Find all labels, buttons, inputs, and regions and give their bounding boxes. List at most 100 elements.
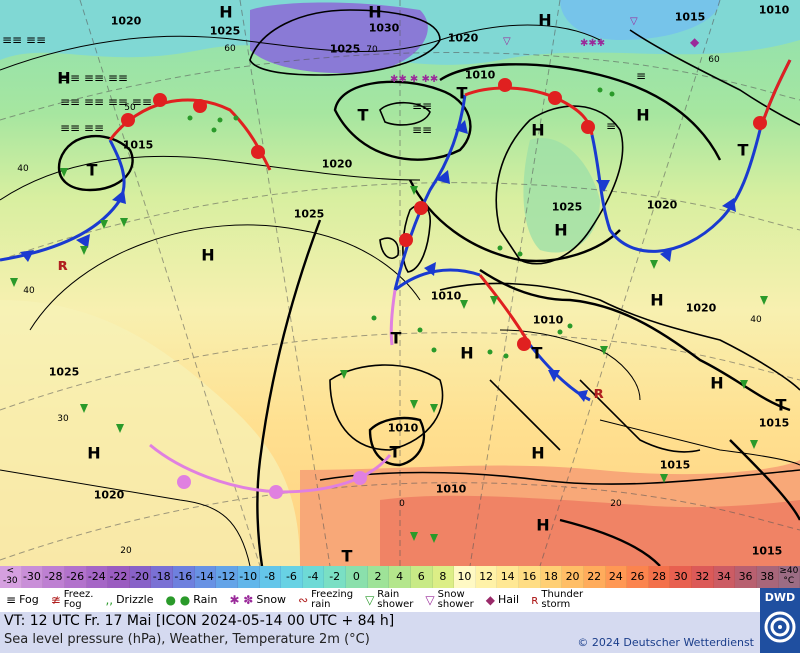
cold-front-mark xyxy=(112,190,126,204)
temperature-contour-label: 70 xyxy=(366,45,378,55)
temperature-contour-label: 60 xyxy=(224,44,236,54)
legend-item-freezing-rain: ∾ Freezing rain xyxy=(298,590,353,610)
isobar-label: 1030 xyxy=(369,22,400,35)
scale-cell: 34 xyxy=(713,566,736,588)
rain-shower-symbol xyxy=(650,260,658,269)
occluded-front-mark xyxy=(269,485,283,499)
isobar-label: 1025 xyxy=(294,208,325,221)
high-pressure-marker: H xyxy=(554,221,567,240)
scale-cell: 4 xyxy=(389,566,411,588)
isobar-label: 1015 xyxy=(660,459,691,472)
fog-symbol: ≡ xyxy=(606,119,616,133)
valid-time-label: VT: 12 UTC Fr. 17 Mai [ICON 2024-05-14 0… xyxy=(4,613,395,629)
occluded-front-biscay xyxy=(389,289,397,346)
scale-cell: 32 xyxy=(692,566,714,588)
rain-shower-symbol xyxy=(410,400,418,409)
rain-shower-symbol xyxy=(100,220,108,229)
high-pressure-marker: H xyxy=(201,246,214,265)
snow-shower-icon: ▽ xyxy=(425,593,435,607)
legend-label: Freez. Fog xyxy=(63,589,94,610)
rain-shower-symbol xyxy=(120,218,128,227)
rain-symbol xyxy=(417,327,423,333)
rain-symbol xyxy=(497,245,503,251)
scale-cell: -12 xyxy=(216,566,238,588)
fog-symbol: ≡≡ ≡≡ xyxy=(60,121,104,135)
isobar-label: 1010 xyxy=(388,422,419,435)
isobar-label: 1025 xyxy=(49,366,80,379)
iberia-coast xyxy=(329,364,444,451)
isobar-label: 1010 xyxy=(533,314,564,327)
rain-shower-symbol xyxy=(660,474,668,483)
isobar-label: 1020 xyxy=(322,158,353,171)
scandinavia-coast xyxy=(495,105,624,265)
map-footer: VT: 12 UTC Fr. 17 Mai [ICON 2024-05-14 0… xyxy=(0,612,760,653)
low-pressure-centres: T T T T T T T T T xyxy=(87,84,787,566)
low-pressure-marker: T xyxy=(358,106,369,125)
scale-cell: -16 xyxy=(173,566,195,588)
low-pressure-marker: T xyxy=(390,443,401,462)
legend-item-snow-shower: ▽ Snow shower xyxy=(425,590,473,610)
rain-shower-symbol xyxy=(80,246,88,255)
isobar-label: 1020 xyxy=(647,199,678,212)
cold-front-mark xyxy=(722,198,736,212)
temperature-contour-label: 50 xyxy=(124,103,136,113)
scale-cell: -8 xyxy=(259,566,282,588)
rain-shower-symbol xyxy=(750,440,758,449)
legend-item-hail: ◆ Hail xyxy=(486,594,519,606)
warm-front-mark xyxy=(193,99,207,113)
warm-front-mark xyxy=(548,91,562,105)
low-pressure-marker: T xyxy=(87,161,98,180)
thunderstorm-symbols: ʀ ʀ xyxy=(58,255,604,402)
isobar-label: 1015 xyxy=(675,11,706,24)
cold-front-mark xyxy=(424,262,436,276)
scale-cell: -26 xyxy=(64,566,87,588)
dwd-logo: DWD xyxy=(760,588,800,653)
rain-symbol xyxy=(187,115,193,121)
rain-shower-symbol xyxy=(410,532,418,541)
high-pressure-marker: H xyxy=(460,344,473,363)
legend-item-fog: ≡ Fog xyxy=(6,593,39,606)
dwd-logo-mark xyxy=(764,611,796,643)
scale-cell: -4 xyxy=(302,566,325,588)
isobar-label: 1020 xyxy=(686,302,717,315)
front-symbols xyxy=(20,78,767,499)
legend-label: Fog xyxy=(19,593,39,606)
cold-front-france xyxy=(394,268,481,292)
scale-cell: 18 xyxy=(540,566,563,588)
scale-cell: 16 xyxy=(519,566,541,588)
isobar-label: 1015 xyxy=(123,139,154,152)
isobar-label: 1010 xyxy=(759,4,790,17)
map-canvas: ✱✱✱ ◆ ▽ ▽ ✱✱ ✱ ✱✱ ≡≡ ≡≡ ≡≡ ≡≡ ≡≡ ≡≡ ≡≡ ≡… xyxy=(0,0,800,566)
scale-cell: 38 xyxy=(756,566,779,588)
isobar-label: 1020 xyxy=(94,489,125,502)
drizzle-icon: ,, xyxy=(105,593,114,607)
rain-icon: ● ● xyxy=(165,593,191,607)
low-pressure-marker: T xyxy=(457,84,468,103)
legend-label: Thunder storm xyxy=(541,589,584,610)
legend-label: Snow xyxy=(256,593,287,606)
weather-map: ✱✱✱ ◆ ▽ ▽ ✱✱ ✱ ✱✱ ≡≡ ≡≡ ≡≡ ≡≡ ≡≡ ≡≡ ≡≡ ≡… xyxy=(0,0,800,566)
scale-cell: -22 xyxy=(108,566,130,588)
cold-front-mark xyxy=(76,234,90,248)
isobar-label: 1015 xyxy=(752,545,783,558)
snow-shower-symbol: ▽ xyxy=(503,36,511,47)
scale-cell: -30 xyxy=(21,566,44,588)
map-description: Sea level pressure (hPa), Weather, Tempe… xyxy=(4,632,370,647)
fog-symbol: ≡≡ xyxy=(412,99,432,113)
high-pressure-marker: H xyxy=(57,69,70,88)
fog-symbol: ≡≡ ≡≡ ≡≡ ≡≡ xyxy=(60,95,152,109)
low-pressure-marker: T xyxy=(776,396,787,415)
rain-shower-symbol xyxy=(340,370,348,379)
scale-cell: 30 xyxy=(670,566,692,588)
fog-symbols: ≡≡ ≡≡ ≡≡ ≡≡ ≡≡ ≡≡ ≡≡ ≡≡ ≡≡ ≡≡ ≡≡ ≡≡ ≡≡ ≡… xyxy=(2,33,646,137)
dwd-logo-text: DWD xyxy=(764,591,796,604)
scale-cell: 8 xyxy=(432,566,455,588)
high-pressure-marker: H xyxy=(710,374,723,393)
scale-cell: -24 xyxy=(86,566,109,588)
rain-shower-symbol xyxy=(430,534,438,543)
ireland-coast xyxy=(379,237,400,259)
rain-symbol xyxy=(609,91,615,97)
north-africa-coast xyxy=(319,469,800,485)
warm-front-mark xyxy=(414,201,428,215)
snow-symbols: ✱✱✱ ◆ ▽ ▽ ✱✱ ✱ ✱✱ xyxy=(390,16,700,85)
